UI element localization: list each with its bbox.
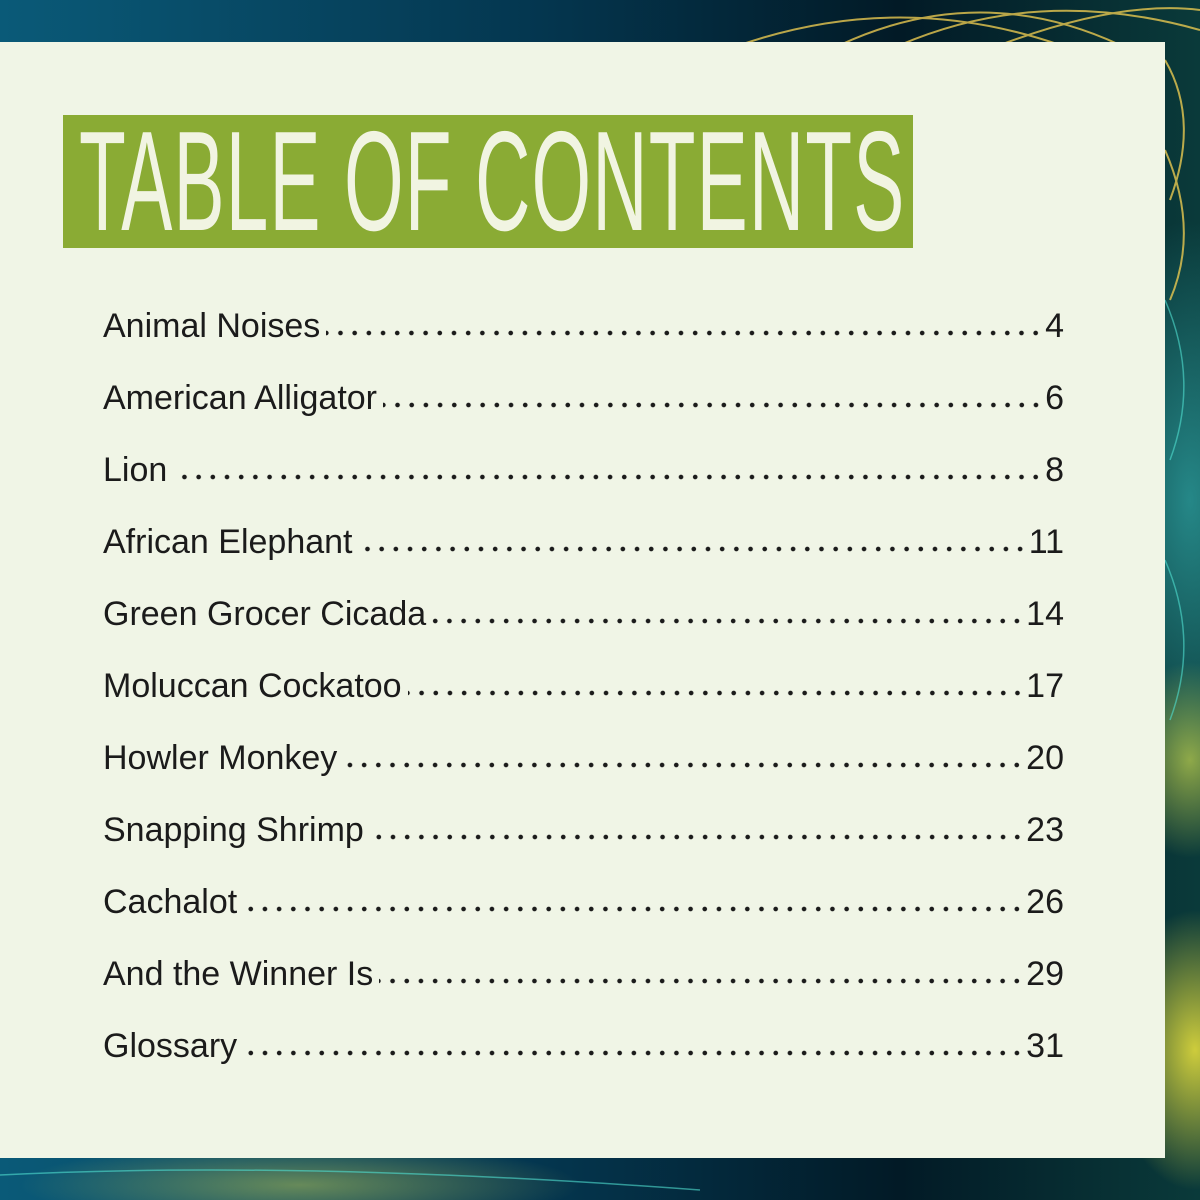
toc-entry-label: American Alligator bbox=[103, 379, 378, 417]
toc-entry-label: Lion bbox=[103, 451, 168, 489]
page-title: TABLE OF CONTENTS bbox=[79, 115, 906, 248]
dot-leader bbox=[407, 689, 1025, 697]
toc-entry-label: Howler Monkey bbox=[103, 739, 338, 777]
toc-entry-page: 17 bbox=[1026, 667, 1064, 705]
title-banner: TABLE OF CONTENTS bbox=[63, 115, 913, 248]
toc-list: Animal Noises 4 American Alligator 6 Lion 8 Af… bbox=[103, 307, 1064, 1099]
toc-entry[interactable]: Howler Monkey 20 bbox=[103, 739, 1064, 811]
dot-leader bbox=[379, 977, 1025, 985]
toc-entry-label: Moluccan Cockatoo bbox=[103, 667, 402, 705]
toc-entry-page: 8 bbox=[1045, 451, 1064, 489]
dot-leader bbox=[326, 329, 1044, 337]
toc-entry-page: 4 bbox=[1045, 307, 1064, 345]
toc-entry[interactable]: American Alligator 6 bbox=[103, 379, 1064, 451]
toc-entry-page: 11 bbox=[1028, 523, 1064, 561]
toc-entry[interactable]: Snapping Shrimp 23 bbox=[103, 811, 1064, 883]
dot-leader bbox=[369, 833, 1025, 841]
toc-entry[interactable]: Lion 8 bbox=[103, 451, 1064, 523]
dot-leader bbox=[243, 1049, 1025, 1057]
toc-entry[interactable]: And the Winner Is 29 bbox=[103, 955, 1064, 1027]
toc-entry-page: 29 bbox=[1026, 955, 1064, 993]
dot-leader bbox=[383, 401, 1044, 409]
toc-entry[interactable]: Green Grocer Cicada 14 bbox=[103, 595, 1064, 667]
toc-entry-page: 6 bbox=[1045, 379, 1064, 417]
toc-entry-page: 20 bbox=[1026, 739, 1064, 777]
toc-entry-label: Glossary bbox=[103, 1027, 238, 1065]
toc-entry-page: 14 bbox=[1026, 595, 1064, 633]
toc-entry-page: 31 bbox=[1026, 1027, 1064, 1065]
toc-entry-label: Cachalot bbox=[103, 883, 238, 921]
dot-leader bbox=[343, 761, 1025, 769]
dot-leader bbox=[432, 617, 1025, 625]
toc-entry-label: Snapping Shrimp bbox=[103, 811, 364, 849]
toc-entry[interactable]: Animal Noises 4 bbox=[103, 307, 1064, 379]
toc-entry-label: Green Grocer Cicada bbox=[103, 595, 427, 633]
toc-entry[interactable]: Cachalot 26 bbox=[103, 883, 1064, 955]
toc-entry[interactable]: Glossary 31 bbox=[103, 1027, 1064, 1099]
dot-leader bbox=[173, 473, 1044, 481]
toc-entry-label: Animal Noises bbox=[103, 307, 321, 345]
contents-panel: TABLE OF CONTENTS Animal Noises 4 American… bbox=[0, 42, 1165, 1158]
dot-leader bbox=[243, 905, 1025, 913]
toc-entry-page: 23 bbox=[1026, 811, 1064, 849]
dot-leader bbox=[358, 545, 1027, 553]
toc-entry-page: 26 bbox=[1026, 883, 1064, 921]
toc-entry[interactable]: African Elephant 11 bbox=[103, 523, 1064, 595]
toc-entry[interactable]: Moluccan Cockatoo 17 bbox=[103, 667, 1064, 739]
toc-entry-label: And the Winner Is bbox=[103, 955, 374, 993]
toc-entry-label: African Elephant bbox=[103, 523, 353, 561]
